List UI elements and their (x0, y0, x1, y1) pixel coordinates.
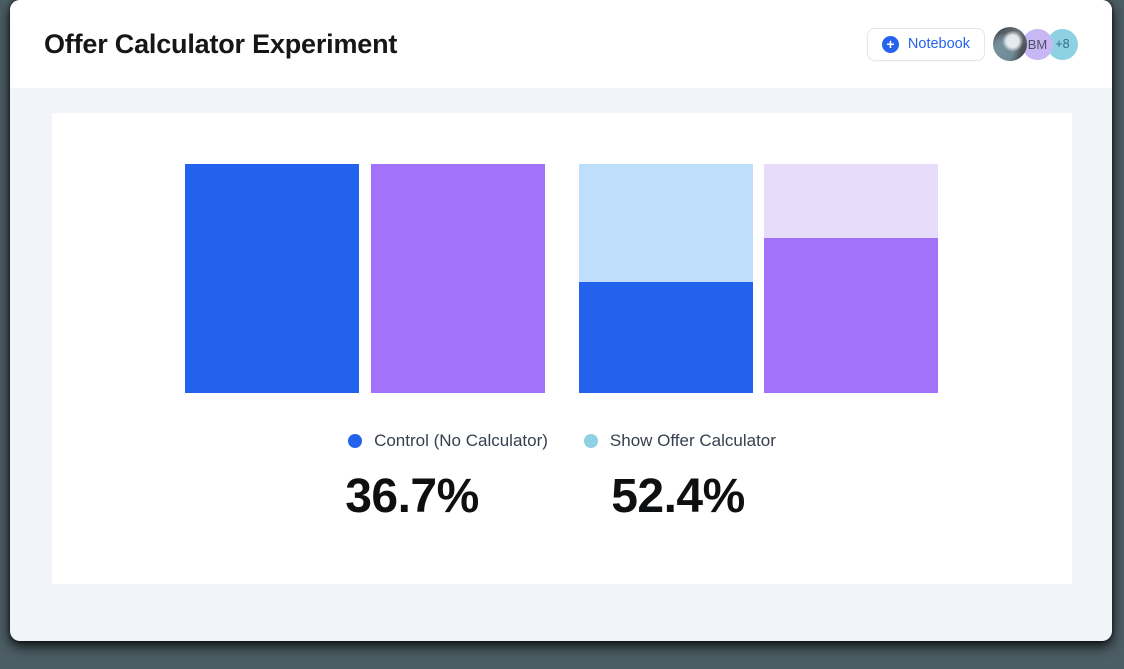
experiment-chart-card: Control (No Calculator) Show Offer Calcu… (52, 113, 1072, 584)
legend-item-variant[interactable]: Show Offer Calculator (583, 431, 776, 451)
avatar-group: BM +8 (993, 27, 1078, 61)
legend-label-control: Control (No Calculator) (374, 431, 548, 450)
app-header: Offer Calculator Experiment + Notebook B… (10, 0, 1112, 88)
page-title: Offer Calculator Experiment (44, 28, 398, 59)
app-window: Offer Calculator Experiment + Notebook B… (10, 0, 1112, 641)
header-actions: + Notebook BM +8 (866, 27, 1078, 61)
bar-control-full (185, 164, 359, 393)
chart-legend: Control (No Calculator) Show Offer Calcu… (52, 431, 1072, 451)
avatar-initials[interactable]: BM (1022, 28, 1053, 60)
user-photo-avatar[interactable] (993, 27, 1027, 61)
legend-item-control[interactable]: Control (No Calculator) (348, 431, 548, 451)
notebook-button-label: Notebook (907, 36, 970, 52)
notebook-button[interactable]: + Notebook (866, 27, 985, 61)
bar-variant-stacked (764, 164, 938, 393)
plus-circle-icon: + (881, 35, 899, 53)
legend-dot-variant-icon (583, 434, 598, 448)
bar-segment-purple (764, 238, 938, 393)
legend-label-variant: Show Offer Calculator (609, 431, 776, 450)
bar-variant-full (371, 164, 545, 393)
legend-dot-control-icon (348, 434, 363, 448)
bar-control-stacked (579, 164, 753, 393)
bar-segment-light_blue (579, 164, 753, 282)
bar-chart (185, 164, 938, 393)
bar-segment-blue (185, 164, 359, 393)
bar-segment-blue (579, 281, 753, 393)
bar-segment-purple (371, 164, 545, 393)
metric-control-value: 36.7% (345, 470, 479, 523)
bar-segment-light_purple (764, 164, 938, 239)
metric-variant-value: 52.4% (611, 470, 745, 523)
